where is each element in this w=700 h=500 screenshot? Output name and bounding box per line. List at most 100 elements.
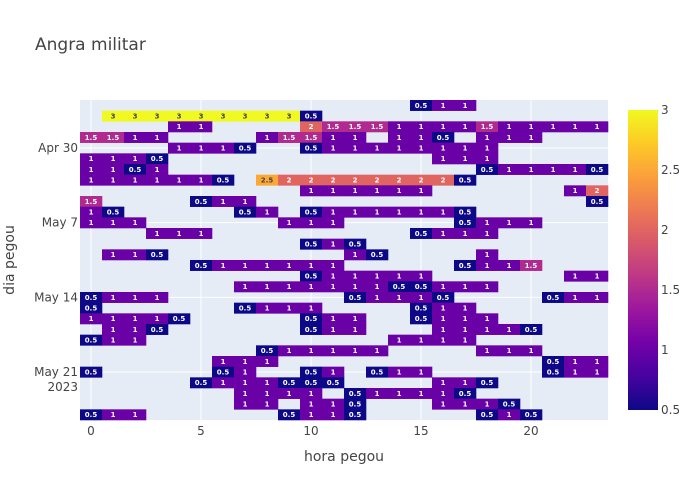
heatmap-cell <box>146 313 169 325</box>
cell-value-label: 1 <box>397 294 402 302</box>
cell-value-label: 0.5 <box>459 262 472 270</box>
cell-value-label: 0.5 <box>305 145 318 153</box>
cell-value-label: 1 <box>331 326 336 334</box>
cell-value-label: 0.5 <box>327 379 340 387</box>
heatmap-cell <box>388 121 411 133</box>
heatmap-cell <box>322 132 345 143</box>
cell-value-label: 1 <box>441 337 446 345</box>
heatmap-cell <box>256 302 279 314</box>
cell-value-label: 1.5 <box>525 262 538 270</box>
heatmap-cell <box>498 217 521 229</box>
heatmap-cell <box>520 121 543 133</box>
heatmap-cell <box>124 292 147 303</box>
heatmap-cell <box>278 409 301 421</box>
cell-value-label: 1 <box>155 177 160 185</box>
cell-value-label: 1 <box>485 219 490 227</box>
heatmap-cell <box>80 334 103 346</box>
cell-value-label: 1 <box>419 123 424 131</box>
cell-value-label: 1 <box>133 315 138 323</box>
cell-value-label: 1 <box>265 134 270 142</box>
heatmap-cell <box>476 324 499 335</box>
cell-value-label: 1 <box>221 145 226 153</box>
cell-value-label: 0.5 <box>305 379 318 387</box>
heatmap-cell <box>586 164 609 175</box>
cell-value-label: 1 <box>155 294 160 302</box>
cell-value-label: 1 <box>441 390 446 398</box>
heatmap-cell <box>80 366 103 378</box>
cell-value-label: 1 <box>243 283 248 291</box>
heatmap-cell <box>168 313 191 325</box>
heatmap-cell <box>278 174 301 186</box>
heatmap-cell <box>366 185 389 197</box>
cell-value-label: 2 <box>441 177 446 185</box>
heatmap-cell <box>256 398 279 410</box>
heatmap-cell <box>234 366 257 378</box>
heatmap-cell <box>256 206 279 218</box>
cell-value-label: 0.5 <box>503 401 516 409</box>
heatmap-cell <box>564 164 587 175</box>
cell-value-label: 1 <box>221 379 226 387</box>
heatmap-cell <box>300 324 323 335</box>
cell-value-label: 0.5 <box>195 379 208 387</box>
cell-value-label: 1 <box>199 145 204 153</box>
heatmap-cell <box>432 121 455 133</box>
heatmap-cell <box>190 142 213 154</box>
cell-value-label: 1 <box>287 219 292 227</box>
cell-value-label: 1.5 <box>371 123 384 131</box>
cell-value-label: 1 <box>485 145 490 153</box>
heatmap-cell <box>344 174 367 186</box>
cell-value-label: 1 <box>133 294 138 302</box>
heatmap-cell <box>190 260 213 271</box>
heatmap-cell <box>278 132 301 143</box>
heatmap-cell <box>256 356 279 367</box>
cell-value-label: 1 <box>463 283 468 291</box>
heatmap-cell <box>234 196 257 207</box>
heatmap-cell <box>410 132 433 143</box>
cell-value-label: 1 <box>353 251 358 259</box>
cell-value-label: 0.5 <box>525 326 538 334</box>
cell-value-label: 1 <box>441 283 446 291</box>
heatmap-cell <box>124 153 147 165</box>
heatmap-cell <box>432 324 455 335</box>
heatmap-cell <box>80 206 103 218</box>
cell-value-label: 0.5 <box>437 294 450 302</box>
cell-value-label: 0.5 <box>195 262 208 270</box>
cell-value-label: 2 <box>309 177 314 185</box>
cell-value-label: 1 <box>89 315 94 323</box>
heatmap-cell <box>586 292 609 303</box>
heatmap-cell <box>124 132 147 143</box>
cell-value-label: 0.5 <box>85 305 98 313</box>
cell-value-label: 1 <box>485 134 490 142</box>
heatmap-cell <box>80 132 103 143</box>
cell-value-label: 1 <box>419 209 424 217</box>
cell-value-label: 1 <box>507 262 512 270</box>
y-tick-label: May 21 <box>34 365 78 379</box>
heatmap-cell <box>454 398 477 410</box>
heatmap-cell <box>168 174 191 186</box>
heatmap-cell <box>278 388 301 399</box>
heatmap-cell <box>256 260 279 271</box>
cell-value-label: 2 <box>397 177 402 185</box>
heatmap-cell <box>454 281 477 293</box>
heatmap-cell <box>300 238 323 250</box>
heatmap-cell <box>366 366 389 378</box>
heatmap-cell <box>322 217 345 229</box>
heatmap-cell <box>300 142 323 154</box>
heatmap-cell <box>388 270 411 282</box>
colorbar-tick-label: 2.5 <box>661 163 680 177</box>
heatmap-cell <box>388 292 411 303</box>
x-tick-label: 15 <box>413 424 428 438</box>
heatmap-cell <box>146 132 169 143</box>
heatmap-cell <box>168 121 191 133</box>
cell-value-label: 1.5 <box>349 123 362 131</box>
cell-value-label: 1 <box>331 283 336 291</box>
x-tick-label: 20 <box>523 424 538 438</box>
cell-value-label: 1 <box>419 294 424 302</box>
cell-value-label: 1 <box>573 273 578 281</box>
heatmap-cell <box>300 132 323 143</box>
cell-value-label: 1 <box>485 230 490 238</box>
cell-value-label: 1 <box>287 390 292 398</box>
cell-value-label: 0.5 <box>393 283 406 291</box>
cell-value-label: 1 <box>155 166 160 174</box>
heatmap-cell <box>476 345 499 357</box>
